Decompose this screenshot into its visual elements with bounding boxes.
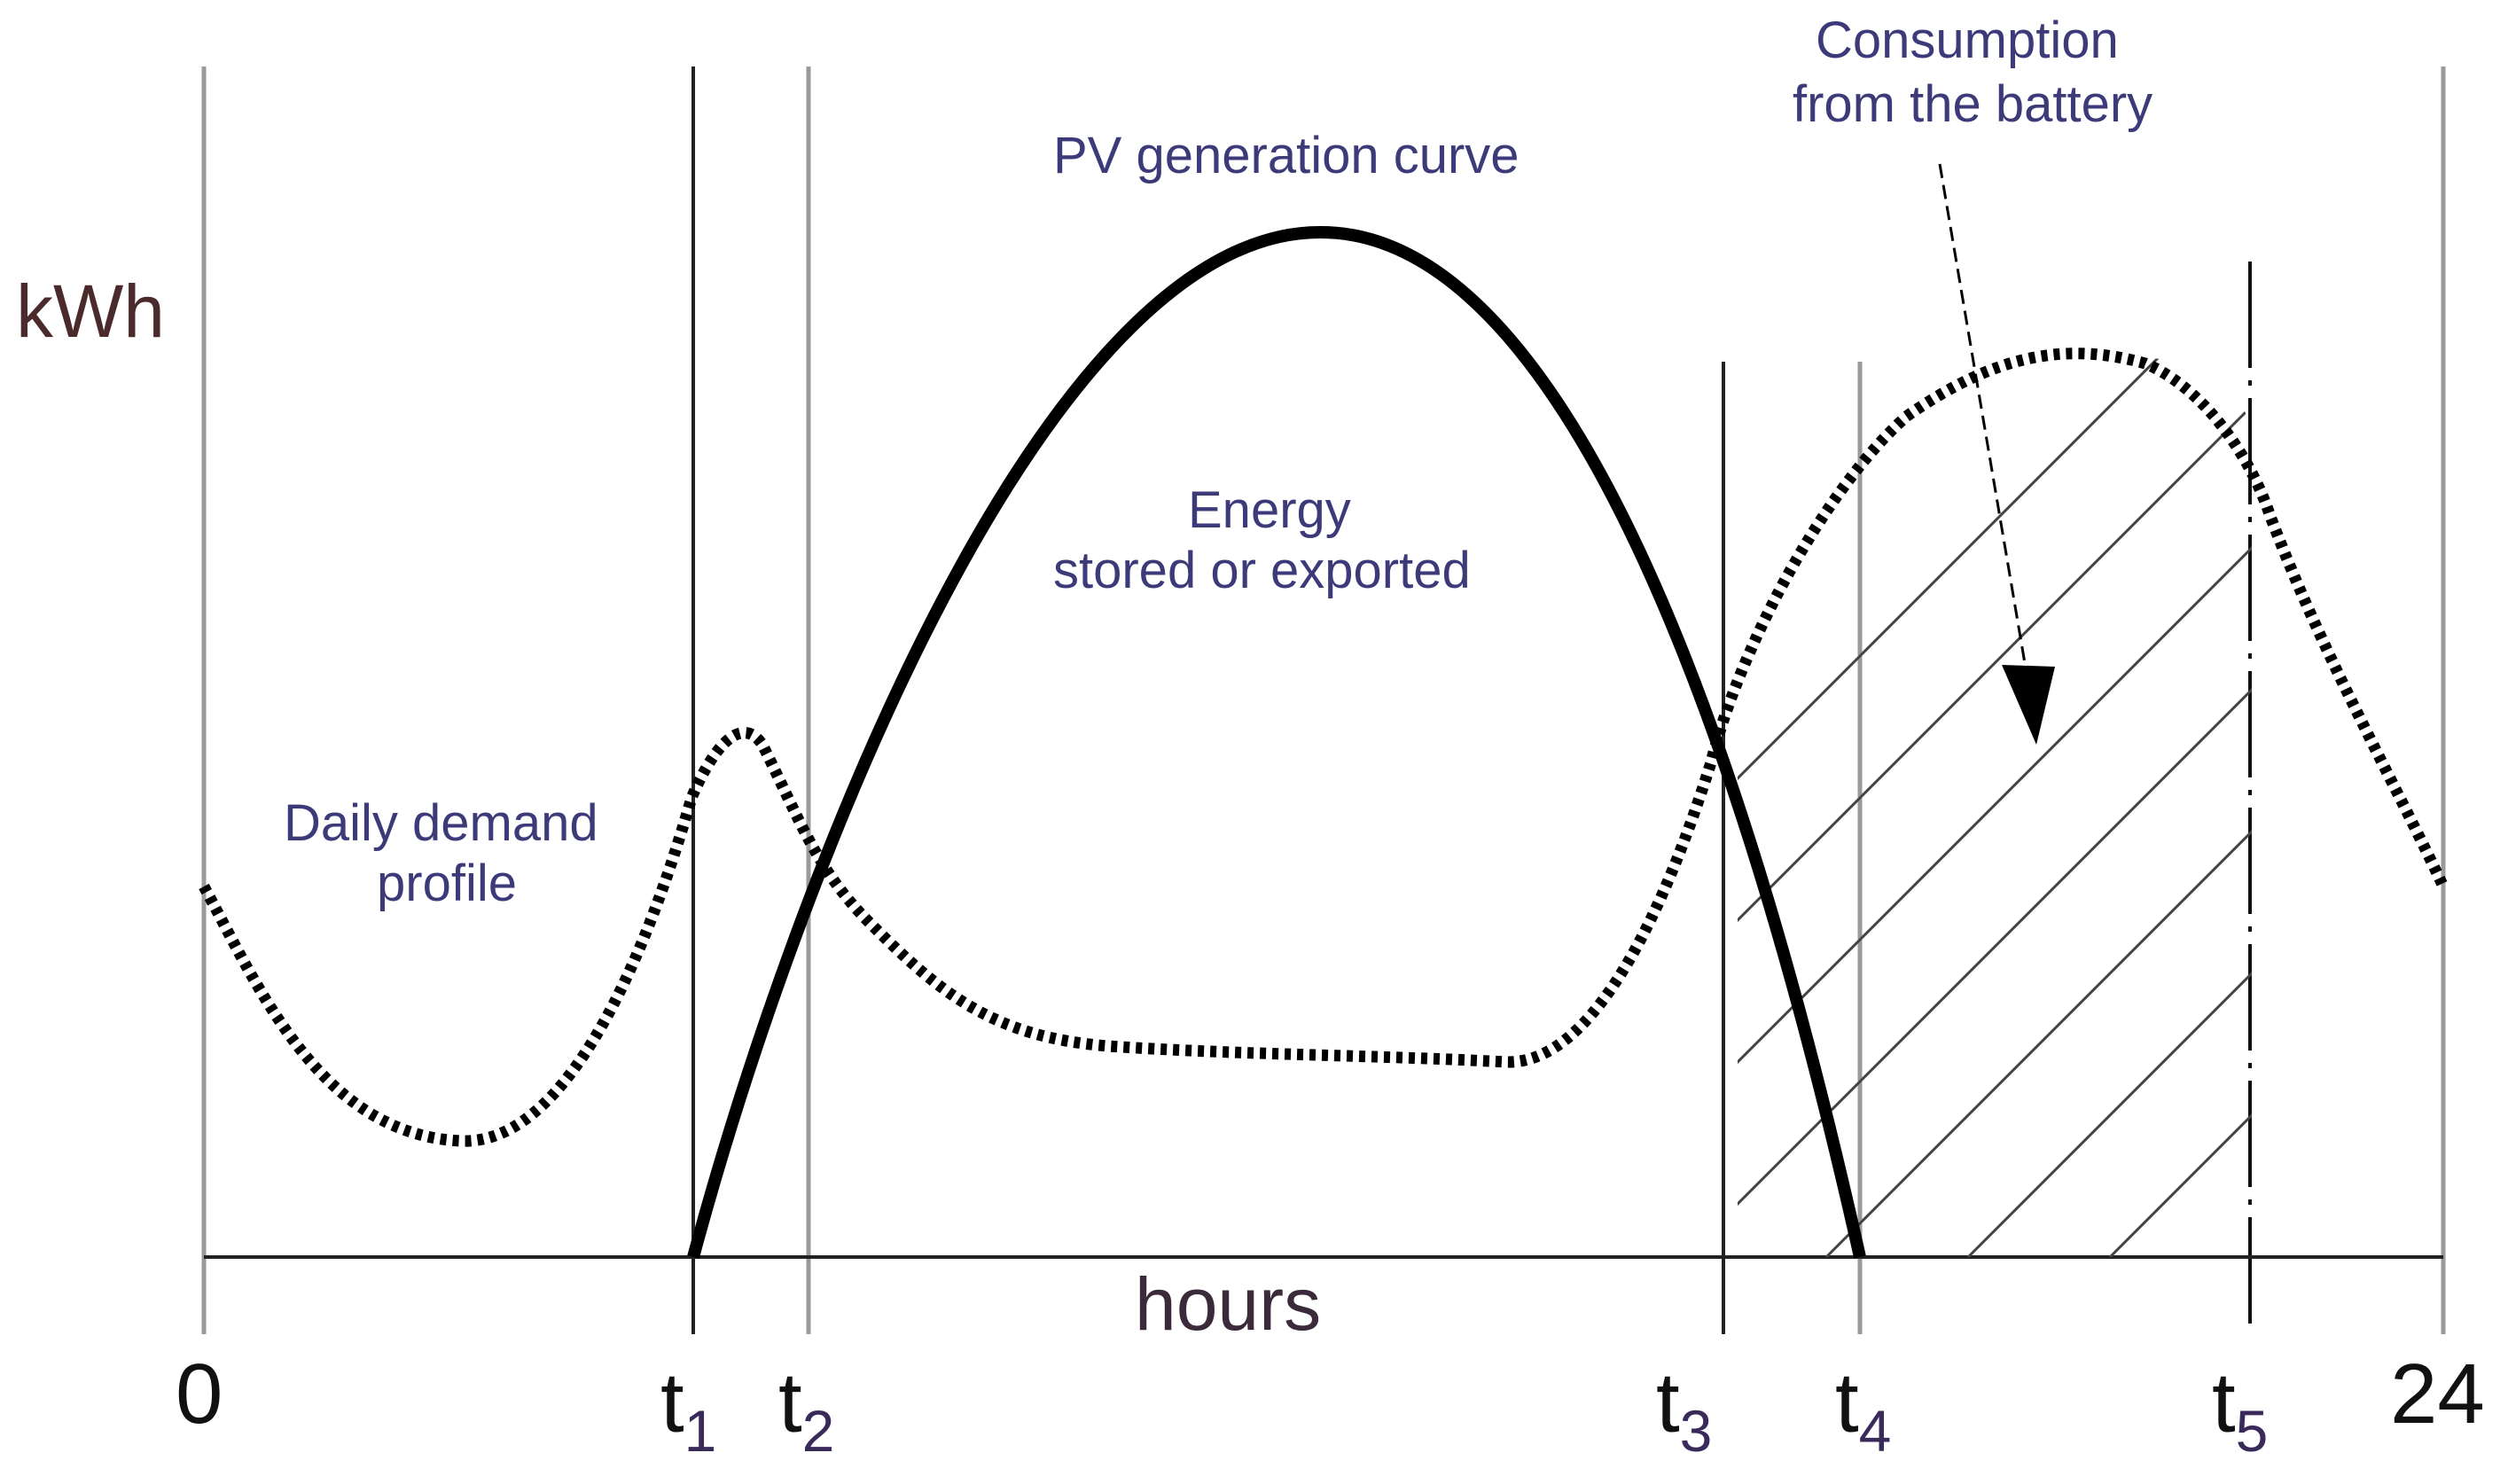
x-tick-t1: t1 bbox=[660, 1355, 716, 1464]
x-tick-t2: t2 bbox=[778, 1355, 834, 1464]
battery-arrow bbox=[1938, 163, 2028, 675]
x-tick-24: 24 bbox=[2390, 1347, 2485, 1441]
battery-arrow-head bbox=[2002, 665, 2055, 745]
demand-label-line1: Daily demand bbox=[284, 794, 598, 852]
energy-label-line2: stored or exported bbox=[1053, 542, 1471, 599]
pv-label: PV generation curve bbox=[1053, 127, 1520, 184]
demand-profile-curve bbox=[199, 348, 2449, 1147]
pv-generation-curve bbox=[687, 225, 1866, 1259]
x-tick-t5: t5 bbox=[2212, 1355, 2268, 1464]
energy-label-line1: Energy bbox=[1188, 481, 1351, 539]
x-axis-label: hours bbox=[1135, 1262, 1321, 1346]
battery-label-line1: Consumption bbox=[1816, 12, 2119, 69]
demand-label-line2: profile bbox=[377, 855, 517, 912]
battery-label-line2: from the battery bbox=[1793, 75, 2153, 133]
x-tick-t4: t4 bbox=[1835, 1355, 1891, 1464]
y-axis-label: kWh bbox=[16, 269, 165, 353]
x-tick-0: 0 bbox=[176, 1347, 223, 1441]
x-tick-t3: t3 bbox=[1656, 1355, 1712, 1464]
